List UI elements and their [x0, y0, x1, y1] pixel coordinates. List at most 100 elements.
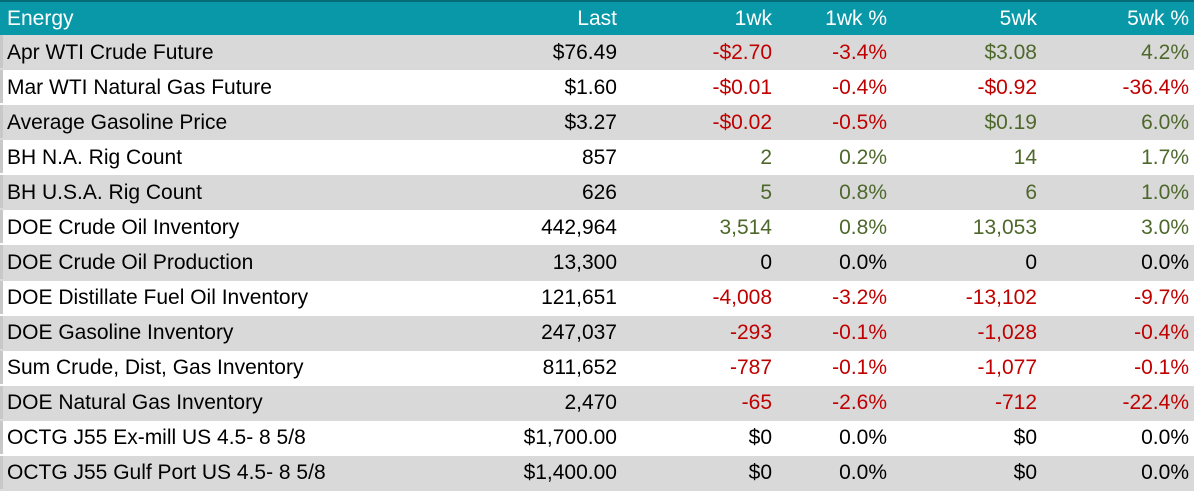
table-row: OCTG J55 Gulf Port US 4.5- 8 5/8 $1,400.0…: [0, 455, 1194, 491]
cell-last[interactable]: 13,300: [552, 250, 617, 274]
cell-5wk[interactable]: 14: [1013, 145, 1037, 169]
table-row: DOE Gasoline Inventory 247,037 -293 -0.1% -1…: [0, 315, 1194, 351]
row-label[interactable]: OCTG J55 Ex-mill US 4.5- 8 5/8: [7, 426, 306, 450]
column-header-energy[interactable]: Energy: [7, 6, 74, 30]
cell-5wk[interactable]: -13,102: [965, 286, 1037, 310]
cell-5wk[interactable]: 13,053: [972, 215, 1037, 239]
row-label[interactable]: DOE Crude Oil Production: [7, 250, 254, 274]
cell-5wk-pct[interactable]: 3.0%: [1141, 215, 1189, 239]
cell-1wk[interactable]: 3,514: [719, 215, 772, 239]
cell-last[interactable]: $76.49: [552, 40, 617, 64]
row-label[interactable]: Sum Crude, Dist, Gas Inventory: [7, 356, 304, 380]
cell-5wk-pct[interactable]: 1.0%: [1141, 180, 1189, 204]
cell-1wk-pct[interactable]: -0.1%: [832, 321, 887, 345]
cell-1wk[interactable]: 5: [760, 180, 772, 204]
cell-5wk[interactable]: 0: [1025, 250, 1037, 274]
cell-5wk-pct[interactable]: -22.4%: [1122, 391, 1189, 415]
table-row: OCTG J55 Ex-mill US 4.5- 8 5/8 $1,700.00 $…: [0, 420, 1194, 456]
cell-1wk[interactable]: -$2.70: [712, 40, 772, 64]
row-label[interactable]: DOE Gasoline Inventory: [7, 321, 234, 345]
cell-5wk-pct[interactable]: -9.7%: [1134, 286, 1189, 310]
table-row: DOE Crude Oil Production 13,300 0 0.0% 0 0.0%: [0, 245, 1194, 281]
cell-5wk-pct[interactable]: -36.4%: [1122, 75, 1189, 99]
cell-5wk[interactable]: -1,077: [977, 356, 1037, 380]
cell-5wk[interactable]: $0: [1013, 461, 1037, 485]
cell-5wk[interactable]: -712: [994, 391, 1037, 415]
cell-1wk-pct[interactable]: 0.0%: [839, 461, 887, 485]
cell-last[interactable]: 2,470: [564, 391, 617, 415]
row-label[interactable]: OCTG J55 Gulf Port US 4.5- 8 5/8: [7, 461, 326, 485]
cell-1wk[interactable]: $0: [748, 426, 772, 450]
cell-last[interactable]: 857: [581, 145, 617, 169]
column-header-1wk-pct[interactable]: 1wk %: [825, 6, 887, 30]
cell-5wk-pct[interactable]: 1.7%: [1141, 145, 1189, 169]
cell-5wk[interactable]: $0.19: [984, 110, 1037, 134]
table-row: Sum Crude, Dist, Gas Inventory 811,652 -78…: [0, 350, 1194, 386]
cell-5wk-pct[interactable]: 0.0%: [1141, 426, 1189, 450]
table-row: DOE Natural Gas Inventory 2,470 -65 -2.6% -7…: [0, 385, 1194, 421]
cell-1wk[interactable]: -$0.02: [712, 110, 772, 134]
cell-1wk-pct[interactable]: -2.6%: [832, 391, 887, 415]
table-row: BH N.A. Rig Count 857 2 0.2% 14 1.7%: [0, 140, 1194, 175]
cell-1wk[interactable]: -65: [741, 391, 772, 415]
cell-5wk[interactable]: 6: [1025, 180, 1037, 204]
cell-1wk-pct[interactable]: 0.8%: [839, 215, 887, 239]
cell-last[interactable]: 442,964: [541, 215, 617, 239]
cell-1wk[interactable]: -293: [729, 321, 772, 345]
cell-5wk-pct[interactable]: -0.1%: [1134, 356, 1189, 380]
cell-5wk-pct[interactable]: 0.0%: [1141, 250, 1189, 274]
cell-5wk[interactable]: -1,028: [977, 321, 1037, 345]
row-label[interactable]: Apr WTI Crude Future: [7, 40, 214, 64]
cell-1wk-pct[interactable]: 0.8%: [839, 180, 887, 204]
cell-1wk[interactable]: 0: [760, 250, 772, 274]
row-label[interactable]: DOE Distillate Fuel Oil Inventory: [7, 286, 309, 310]
cell-5wk[interactable]: $3.08: [984, 40, 1037, 64]
cell-5wk[interactable]: -$0.92: [977, 75, 1037, 99]
row-label[interactable]: Mar WTI Natural Gas Future: [7, 75, 272, 99]
row-label[interactable]: Average Gasoline Price: [7, 110, 228, 134]
table-row: Mar WTI Natural Gas Future $1.60 -$0.01 -0.…: [0, 70, 1194, 105]
table-header-row: Energy Last 1wk 1wk % 5wk 5wk %: [0, 0, 1194, 36]
cell-5wk-pct[interactable]: 0.0%: [1141, 461, 1189, 485]
row-label[interactable]: DOE Crude Oil Inventory: [7, 215, 240, 239]
cell-1wk-pct[interactable]: -3.4%: [832, 40, 887, 64]
cell-last[interactable]: 626: [581, 180, 617, 204]
cell-last[interactable]: 247,037: [541, 321, 617, 345]
table-row: DOE Distillate Fuel Oil Inventory 121,651…: [0, 280, 1194, 316]
cell-1wk-pct[interactable]: -0.1%: [832, 356, 887, 380]
cell-1wk[interactable]: -$0.01: [712, 75, 772, 99]
column-header-last[interactable]: Last: [577, 6, 617, 30]
cell-5wk-pct[interactable]: 6.0%: [1141, 110, 1189, 134]
cell-last[interactable]: 811,652: [542, 356, 617, 380]
cell-last[interactable]: 121,651: [541, 286, 617, 310]
cell-last[interactable]: $1,400.00: [523, 461, 617, 485]
cell-5wk[interactable]: $0: [1013, 426, 1037, 450]
cell-1wk-pct[interactable]: 0.0%: [839, 426, 887, 450]
column-header-5wk-pct[interactable]: 5wk %: [1127, 6, 1189, 30]
cell-5wk-pct[interactable]: -0.4%: [1134, 321, 1189, 345]
cell-1wk[interactable]: $0: [748, 461, 772, 485]
cell-1wk-pct[interactable]: -0.5%: [832, 110, 887, 134]
table-row: DOE Crude Oil Inventory 442,964 3,514 0.8% 1…: [0, 210, 1194, 245]
cell-last[interactable]: $3.27: [564, 110, 617, 134]
table-row: Average Gasoline Price $3.27 -$0.02 -0.5% $0…: [0, 105, 1194, 141]
cell-1wk-pct[interactable]: 0.0%: [839, 250, 887, 274]
column-header-5wk[interactable]: 5wk: [999, 6, 1037, 30]
cell-1wk-pct[interactable]: -3.2%: [832, 286, 887, 310]
table-row: Apr WTI Crude Future $76.49 -$2.70 -3.4% $3.…: [0, 35, 1194, 71]
cell-1wk[interactable]: 2: [760, 145, 772, 169]
cell-last[interactable]: $1.60: [564, 75, 617, 99]
cell-1wk-pct[interactable]: 0.2%: [839, 145, 887, 169]
cell-1wk-pct[interactable]: -0.4%: [832, 75, 887, 99]
row-label[interactable]: BH U.S.A. Rig Count: [7, 180, 202, 204]
cell-1wk[interactable]: -4,008: [712, 286, 772, 310]
table-row: BH U.S.A. Rig Count 626 5 0.8% 6 1.0%: [0, 175, 1194, 211]
table-body: Apr WTI Crude Future $76.49 -$2.70 -3.4% $3.…: [0, 35, 1194, 491]
cell-1wk[interactable]: -787: [729, 356, 772, 380]
row-label[interactable]: DOE Natural Gas Inventory: [7, 391, 263, 415]
column-header-1wk[interactable]: 1wk: [734, 6, 772, 30]
cell-last[interactable]: $1,700.00: [523, 426, 617, 450]
row-label[interactable]: BH N.A. Rig Count: [7, 145, 183, 169]
cell-5wk-pct[interactable]: 4.2%: [1141, 40, 1189, 64]
